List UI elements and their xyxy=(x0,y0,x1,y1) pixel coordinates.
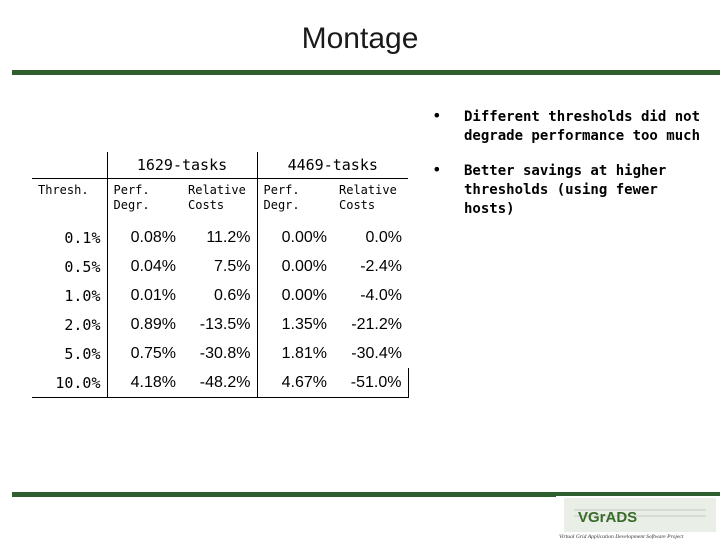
cost-cell-4469: -21.2% xyxy=(351,315,402,333)
cost-cell-4469: -4.0% xyxy=(360,286,402,304)
table-row: 0.1% 0.08% 11.2% 0.00% 0.0% xyxy=(32,223,408,252)
bullet-item: • Better savings at higher thresholds (u… xyxy=(432,160,704,219)
cost-cell-1629: -13.5% xyxy=(199,315,251,333)
cost-cell-4469: -51.0% xyxy=(333,368,409,398)
perf-header-4469: Perf. Degr. xyxy=(256,178,333,223)
slide-title: Montage xyxy=(301,22,419,55)
bullet-text: Better savings at higher thresholds (usi… xyxy=(464,163,667,217)
bullet-item: • Different thresholds did not degrade p… xyxy=(432,106,704,146)
table-row: 0.5% 0.04% 7.5% 0.00% -2.4% xyxy=(32,252,408,281)
cost-header-4469: Relative Costs xyxy=(333,179,408,224)
perf-cell-1629: 0.01% xyxy=(106,281,182,310)
top-rule xyxy=(12,70,720,75)
bullet-list: • Different thresholds did not degrade p… xyxy=(432,106,704,235)
group-header-row: 1629-tasks 4469-tasks xyxy=(32,152,408,179)
cost-cell-1629: -30.8% xyxy=(199,344,251,362)
perf-header-line1: Perf. xyxy=(263,183,300,197)
empty-corner xyxy=(32,152,107,179)
perf-cell-4469: 0.00% xyxy=(256,252,333,281)
cost-cell-1629: 0.6% xyxy=(214,286,251,304)
perf-cell-1629: 4.18% xyxy=(106,368,182,398)
cost-header-1629: Relative Costs xyxy=(182,179,257,224)
bullet-text: Different thresholds did not degrade per… xyxy=(464,109,701,144)
table-row: 1.0% 0.01% 0.6% 0.00% -4.0% xyxy=(32,281,408,310)
cost-cell-4469: -30.4% xyxy=(351,344,402,362)
perf-cell-1629: 0.75% xyxy=(106,339,182,368)
perf-cell-4469: 4.67% xyxy=(256,368,333,398)
cost-header-line2: Costs xyxy=(188,198,225,212)
logo-tagline: Virtual Grid Application Development Sof… xyxy=(559,533,684,540)
perf-cell-4469: 1.35% xyxy=(256,310,333,339)
results-table: 1629-tasks 4469-tasks Thresh. Perf. Degr… xyxy=(32,152,409,398)
bullet-dot-icon: • xyxy=(432,160,442,179)
perf-cell-1629: 0.08% xyxy=(106,223,182,252)
perf-cell-1629: 0.89% xyxy=(106,310,182,339)
perf-cell-4469: 0.00% xyxy=(256,223,333,252)
cost-header-line1: Relative xyxy=(188,183,246,197)
cost-cell-1629: 7.5% xyxy=(214,257,251,275)
cost-cell-4469: 0.0% xyxy=(365,228,402,246)
perf-cell-4469: 0.00% xyxy=(256,281,333,310)
thresh-header: Thresh. xyxy=(38,183,89,197)
sub-header-row: Thresh. Perf. Degr. Relative Costs Perf.… xyxy=(32,178,408,224)
group-header-1629: 1629-tasks xyxy=(106,152,257,179)
bullet-dot-icon: • xyxy=(432,106,442,125)
thresh-cell: 0.5% xyxy=(64,257,101,276)
perf-header-line1: Perf. xyxy=(113,183,150,197)
vgrads-logo: VGrADS Virtual Grid Application Developm… xyxy=(556,496,720,540)
cost-cell-1629: -48.2% xyxy=(182,368,257,398)
thresh-cell: 2.0% xyxy=(64,315,101,334)
perf-header-1629: Perf. Degr. xyxy=(106,178,182,223)
thresh-cell: 5.0% xyxy=(64,344,101,363)
table-row: 2.0% 0.89% -13.5% 1.35% -21.2% xyxy=(32,310,408,339)
perf-header-line2: Degr. xyxy=(113,198,150,212)
logo-wordmark: VGrADS xyxy=(578,509,637,526)
perf-cell-1629: 0.04% xyxy=(106,252,182,281)
cost-header-line2: Costs xyxy=(339,198,376,212)
thresh-cell: 1.0% xyxy=(64,286,101,305)
thresh-cell: 0.1% xyxy=(64,228,101,247)
perf-cell-4469: 1.81% xyxy=(256,339,333,368)
thresh-cell: 10.0% xyxy=(32,368,107,398)
bottom-rule xyxy=(12,492,720,497)
group-header-4469: 4469-tasks xyxy=(256,152,408,179)
cost-cell-4469: -2.4% xyxy=(360,257,402,275)
cost-header-line1: Relative xyxy=(339,183,397,197)
perf-header-line2: Degr. xyxy=(263,198,300,212)
table-row: 5.0% 0.75% -30.8% 1.81% -30.4% xyxy=(32,339,408,368)
cost-cell-1629: 11.2% xyxy=(206,228,251,246)
table-row: 10.0% 4.18% -48.2% 4.67% -51.0% xyxy=(32,368,409,398)
